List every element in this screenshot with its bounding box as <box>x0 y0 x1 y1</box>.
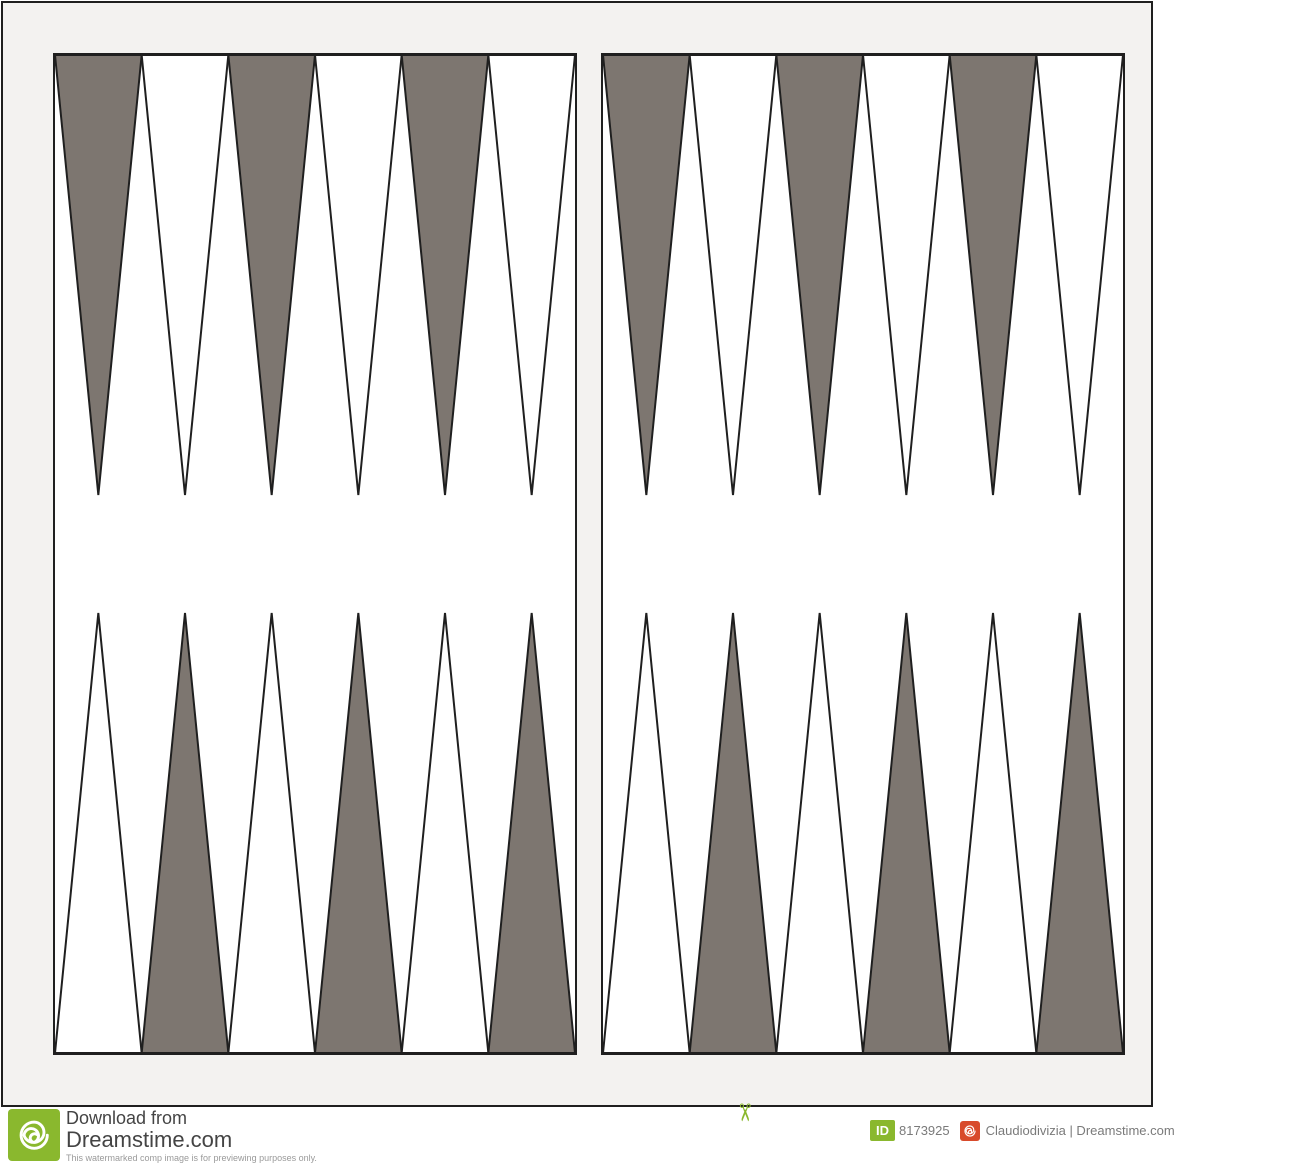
top-point <box>402 55 489 495</box>
spiral-icon <box>16 1117 52 1153</box>
credit-logo <box>960 1121 980 1141</box>
bottom-point <box>690 613 777 1053</box>
footer-text-block: Download from Dreamstime.com This waterm… <box>66 1109 317 1163</box>
page-right-pad <box>1154 0 1300 1167</box>
top-point <box>776 55 863 495</box>
credit-text: Claudiodivizia | Dreamstime.com <box>986 1123 1175 1138</box>
spiral-icon <box>963 1124 977 1138</box>
bottom-point <box>950 613 1037 1053</box>
backgammon-board <box>1 1 1153 1107</box>
top-point <box>488 55 575 495</box>
bottom-point <box>863 613 950 1053</box>
top-point <box>690 55 777 495</box>
top-point <box>1036 55 1123 495</box>
board-points <box>1 1 1153 1107</box>
image-id-strip: ID 8173925 Claudiodivizia | Dreamstime.c… <box>870 1120 1175 1141</box>
image-id-value: 8173925 <box>899 1123 950 1138</box>
footer-download-from: Download from <box>66 1109 317 1128</box>
top-point <box>863 55 950 495</box>
bottom-point <box>315 613 402 1053</box>
bottom-point <box>776 613 863 1053</box>
bottom-point <box>603 613 690 1053</box>
scissor-icon: ✂ <box>730 1102 759 1122</box>
top-point <box>55 55 142 495</box>
bottom-point <box>142 613 229 1053</box>
id-badge: ID <box>870 1120 895 1141</box>
bottom-point <box>228 613 315 1053</box>
dreamstime-logo <box>8 1109 60 1161</box>
bottom-point <box>1036 613 1123 1053</box>
top-point <box>228 55 315 495</box>
bottom-point <box>488 613 575 1053</box>
top-point <box>603 55 690 495</box>
top-point <box>315 55 402 495</box>
canvas: Download from Dreamstime.com This waterm… <box>0 0 1300 1167</box>
footer-site-name: Dreamstime.com <box>66 1128 317 1151</box>
footer-disclaimer: This watermarked comp image is for previ… <box>66 1153 317 1163</box>
bottom-point <box>55 613 142 1053</box>
top-point <box>950 55 1037 495</box>
bottom-point <box>402 613 489 1053</box>
top-point <box>142 55 229 495</box>
watermark-footer: Download from Dreamstime.com This waterm… <box>8 1109 317 1163</box>
